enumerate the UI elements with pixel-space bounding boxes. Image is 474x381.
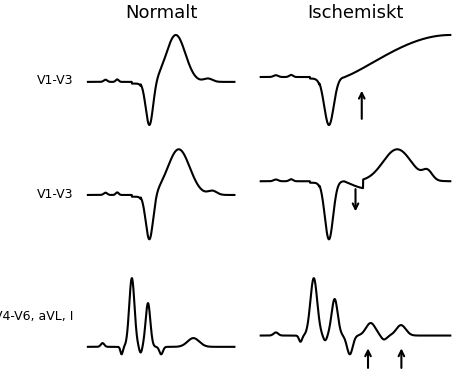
Text: Ischemiskt: Ischemiskt — [307, 4, 404, 22]
Text: V1-V3: V1-V3 — [37, 188, 73, 201]
Text: Normalt: Normalt — [125, 4, 197, 22]
Text: V4-V6, aVL, I: V4-V6, aVL, I — [0, 310, 73, 323]
Text: V1-V3: V1-V3 — [37, 74, 73, 86]
